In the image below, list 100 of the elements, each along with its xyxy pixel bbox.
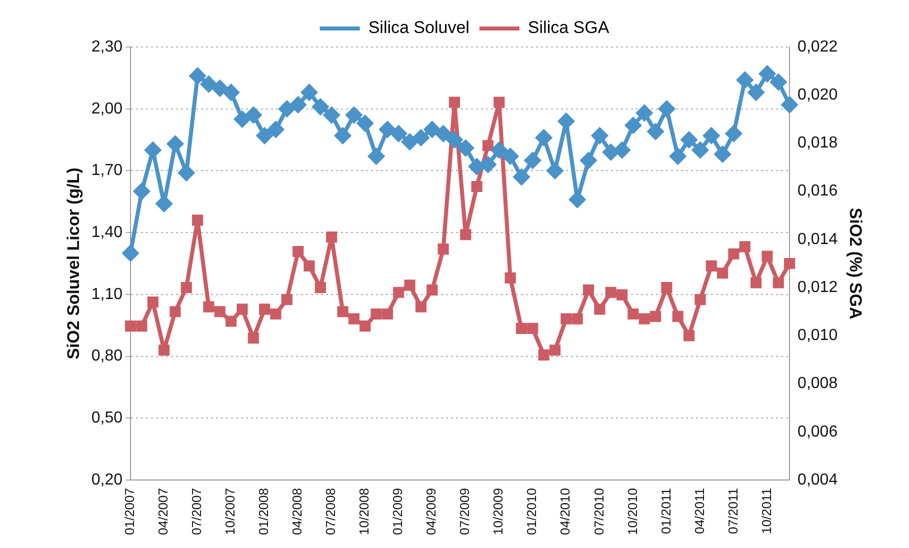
point <box>546 162 563 179</box>
point <box>448 96 460 108</box>
point <box>672 310 684 322</box>
point <box>348 313 360 324</box>
point <box>628 308 639 320</box>
x-tick-label: 10/2007 <box>222 488 238 536</box>
point <box>614 142 630 158</box>
point <box>460 229 472 240</box>
point <box>248 332 259 344</box>
point <box>122 245 139 262</box>
point <box>717 268 728 279</box>
point <box>167 136 184 152</box>
point <box>324 107 340 124</box>
point <box>558 113 574 130</box>
point <box>382 308 393 320</box>
point <box>360 320 371 332</box>
point <box>346 107 362 124</box>
point <box>638 313 650 324</box>
y-axis-title: SiO2 Soluvel Licor (g/L) <box>64 168 83 360</box>
point <box>412 130 429 146</box>
point <box>524 152 541 168</box>
point <box>190 68 206 84</box>
point <box>468 158 485 175</box>
y2-tick-label: 0,004 <box>798 471 838 488</box>
x-tick-label: 07/2007 <box>189 488 204 536</box>
point <box>703 128 720 144</box>
point <box>178 164 194 181</box>
x-tick-label: 07/2009 <box>457 488 472 536</box>
point <box>569 192 586 208</box>
point <box>784 258 796 270</box>
point <box>435 126 452 142</box>
point <box>245 107 262 124</box>
point <box>156 196 172 212</box>
y2-tick-label: 0,008 <box>798 375 838 392</box>
point <box>134 183 150 200</box>
point <box>281 294 292 306</box>
point <box>694 294 706 306</box>
point <box>203 301 214 312</box>
point <box>170 306 181 318</box>
point <box>390 126 407 142</box>
y2-tick-label: 0,016 <box>798 182 838 200</box>
point <box>438 244 449 255</box>
point <box>516 322 528 334</box>
y-tick-label: 2,00 <box>91 100 123 118</box>
point <box>393 286 404 298</box>
point <box>136 320 148 332</box>
point <box>125 320 136 332</box>
y2-tick-label: 0,012 <box>798 278 838 296</box>
point <box>594 304 606 315</box>
point <box>527 322 538 334</box>
point <box>759 66 776 82</box>
point <box>426 284 438 296</box>
point <box>212 80 228 96</box>
point <box>256 128 273 144</box>
legend-label: Silica SGA <box>528 18 610 38</box>
point <box>290 96 306 113</box>
x-tick-label: 04/2011 <box>692 488 707 534</box>
point <box>560 313 572 324</box>
y2-axis-title: SiO2 (%) SGA <box>846 208 866 320</box>
point <box>192 214 204 226</box>
point <box>658 100 675 117</box>
point <box>180 282 192 294</box>
point <box>158 344 170 356</box>
point <box>200 76 217 92</box>
point <box>326 232 338 243</box>
point <box>370 308 382 320</box>
point <box>692 142 708 158</box>
x-tick-label: 04/2007 <box>156 488 171 536</box>
point <box>750 277 762 288</box>
point <box>236 304 248 315</box>
point <box>592 128 608 144</box>
point <box>471 180 482 192</box>
y2-tick-label: 0,022 <box>798 38 838 56</box>
y-tick-label: 1,70 <box>91 162 123 180</box>
point <box>538 349 550 360</box>
point <box>683 330 695 342</box>
x-tick-label: 10/2009 <box>490 488 506 536</box>
legend-label: Silica Soluvel <box>368 18 470 38</box>
point <box>223 84 240 100</box>
x-tick-label: 10/2011 <box>758 488 774 534</box>
point <box>368 148 384 164</box>
point <box>605 286 616 298</box>
point <box>739 241 750 252</box>
point <box>446 132 462 148</box>
point <box>337 306 348 318</box>
x-tick-label: 10/2008 <box>356 488 372 536</box>
point <box>278 100 295 117</box>
x-tick-label: 07/2010 <box>591 488 606 536</box>
point <box>147 296 158 308</box>
point <box>728 248 740 260</box>
point <box>748 84 764 100</box>
point <box>494 96 505 108</box>
point <box>357 115 374 132</box>
point <box>480 156 496 173</box>
point <box>268 121 284 138</box>
x-tick-label: 01/2007 <box>122 488 138 536</box>
point <box>304 260 315 272</box>
y2-tick-label: 0,010 <box>798 327 838 344</box>
y2-tick-label: 0,014 <box>798 230 838 248</box>
point <box>424 121 440 138</box>
